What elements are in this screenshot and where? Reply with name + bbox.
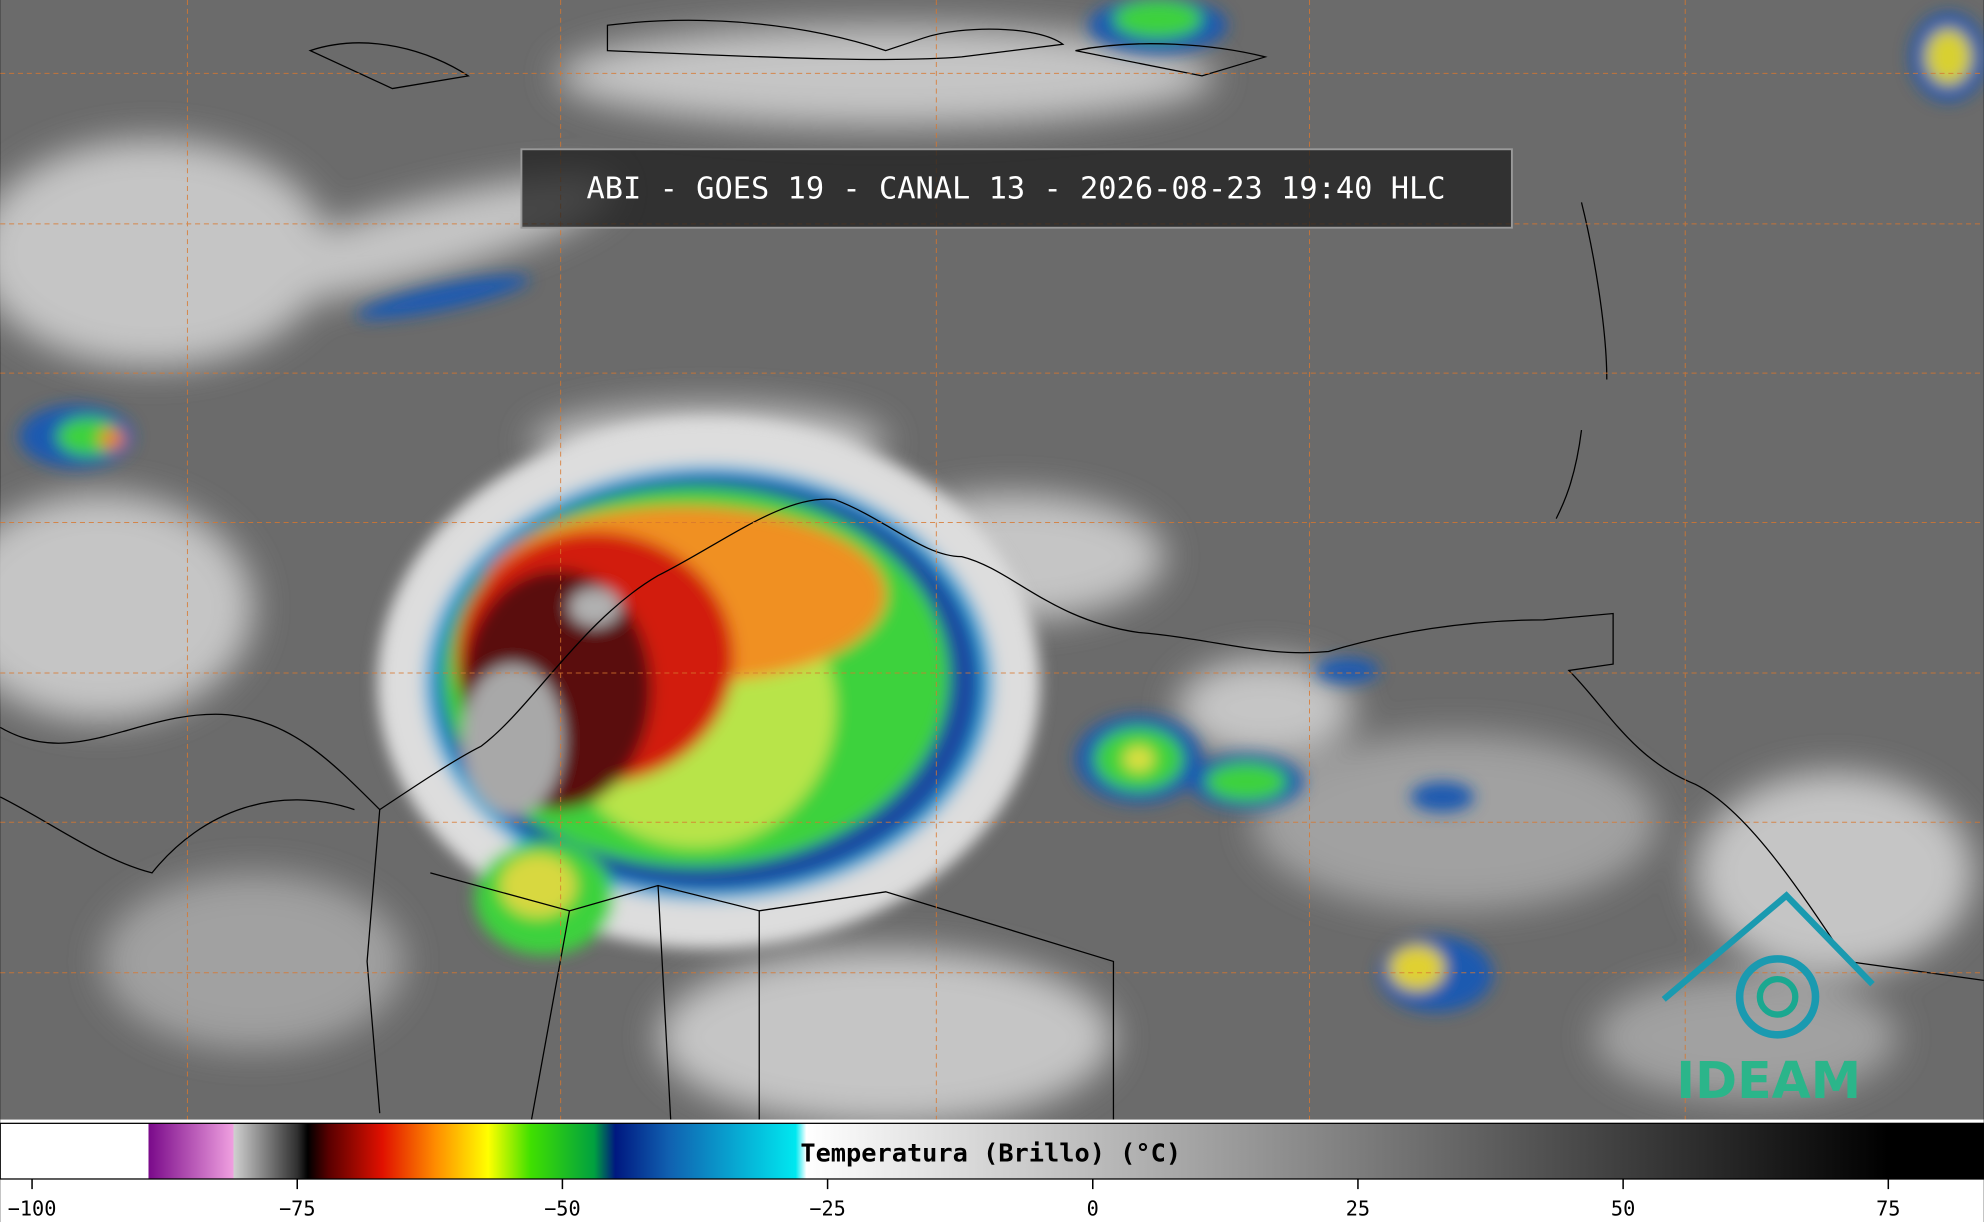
title-box: ABI - GOES 19 - CANAL 13 - 2026-08-23 19… — [520, 148, 1513, 229]
storm-cells — [19, 0, 1984, 1013]
storm-main — [377, 417, 1041, 956]
colorbar: Temperatura (Brillo) (°C) −100 −75 −50 −25 0… — [0, 1122, 1984, 1221]
colorbar-tick-label: 50 — [1611, 1197, 1635, 1221]
logo-roof — [1661, 891, 1875, 1002]
colorbar-tick-label: −50 — [544, 1197, 581, 1221]
colorbar-tick-label: −25 — [809, 1197, 846, 1221]
colorbar-tick-label: 0 — [1087, 1197, 1099, 1221]
logo-text: IDEAM — [1676, 1051, 1861, 1110]
title-background — [520, 148, 1513, 229]
colorbar-label: Temperatura (Brillo) (°C) — [800, 1138, 1181, 1167]
grid-lines — [0, 0, 1984, 1120]
logo: IDEAM — [1661, 891, 1875, 1110]
logo-swirl — [1735, 955, 1820, 1039]
colorbar-gradient — [0, 1122, 1984, 1180]
colorbar-tick-label: 25 — [1346, 1197, 1370, 1221]
coastlines — [0, 19, 1984, 1120]
colorbar-tick-label: 75 — [1876, 1197, 1900, 1221]
logo-swirl — [1756, 975, 1799, 1018]
colorbar-tick-label: −75 — [279, 1197, 316, 1221]
title: ABI - GOES 19 - CANAL 13 - 2026-08-23 19… — [587, 172, 1446, 207]
colorbar-tick-label: −100 — [8, 1197, 57, 1221]
